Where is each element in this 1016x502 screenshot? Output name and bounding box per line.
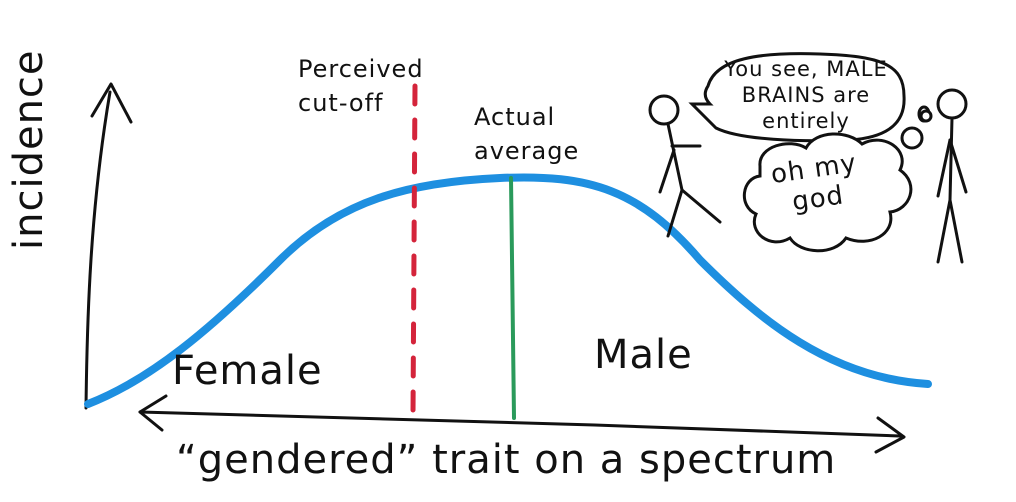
perceived-cutoff-line [410,83,418,417]
x-axis-left-arrowhead [138,394,168,432]
speech-line-2: BRAINS are [741,83,871,107]
stick-figure-speaker [648,94,722,238]
y-axis-label: incidence [6,49,52,250]
female-region-label: Female [172,348,323,394]
male-region-label: Male [594,332,693,378]
thought-dot-large [900,126,924,150]
stick-figure-listener [917,88,968,264]
actual-average-label-line2: average [474,137,580,165]
y-axis-arrowhead [90,82,133,124]
speech-line-1: You see, MALE [724,57,888,81]
x-axis-line [138,410,902,438]
speech-line-3: entirely [762,109,850,133]
actual-average-label-line1: Actual [474,103,556,131]
x-axis-label: “gendered” trait on a spectrum [176,437,837,483]
actual-average-line [509,176,516,420]
perceived-cutoff-label-line2: cut-off [298,89,384,117]
x-axis-right-arrowhead [874,416,906,454]
actual-average-label: Actual average [474,100,579,168]
thought-bubble [742,132,913,253]
speech-bubble-text: You see, MALE BRAINS are entirely [716,56,896,134]
y-axis-line [84,90,112,410]
distribution-curve [84,173,932,408]
speech-bubble [688,52,906,143]
perceived-cutoff-label: Perceived cut-off [298,52,424,120]
thought-dot-small [919,109,933,123]
perceived-cutoff-label-line1: Perceived [298,55,424,83]
